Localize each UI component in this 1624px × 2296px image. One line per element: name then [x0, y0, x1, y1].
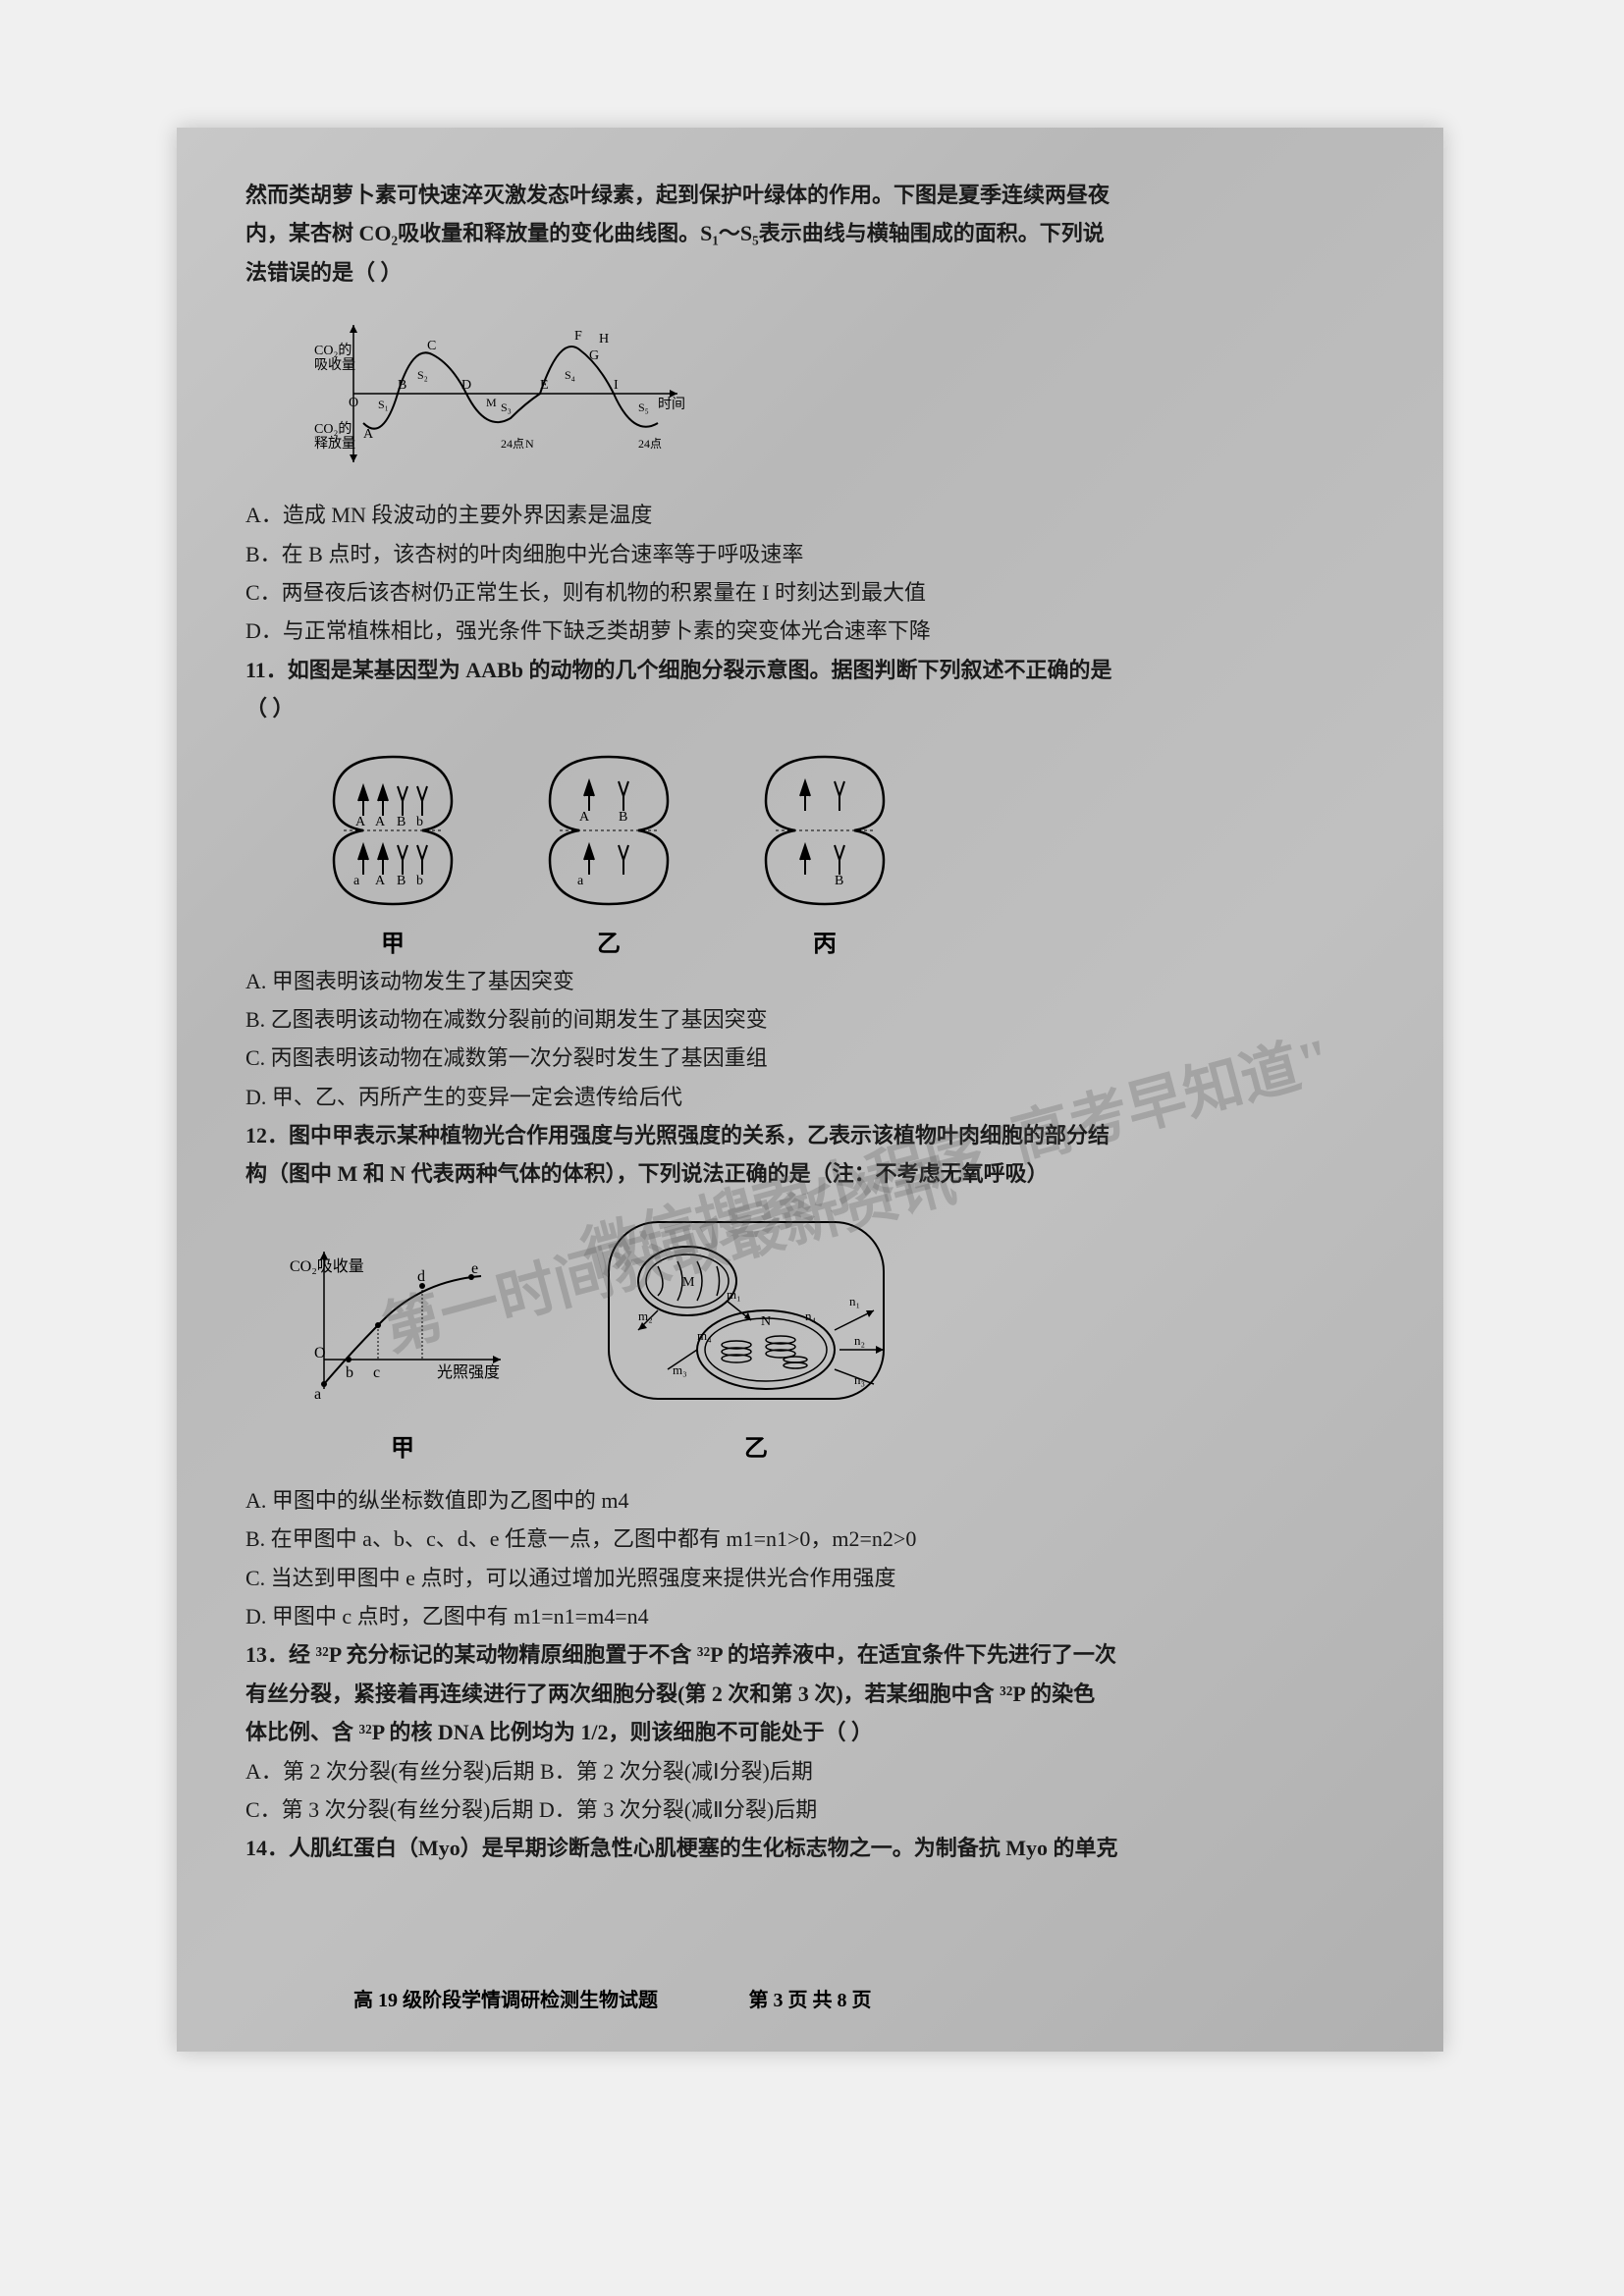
svg-text:M: M — [486, 396, 497, 409]
svg-text:S₅: S₅ — [638, 400, 649, 414]
label-jia: 甲 — [304, 924, 481, 958]
svg-text:A: A — [355, 815, 366, 829]
svg-text:时间: 时间 — [658, 397, 685, 412]
svg-text:m₃: m₃ — [673, 1362, 687, 1377]
svg-text:24点: 24点 — [638, 437, 662, 451]
chart-yi-label: 乙 — [599, 1428, 913, 1463]
svg-text:光照强度: 光照强度 — [437, 1363, 500, 1381]
q12-opt-b: B. 在甲图中 a、b、c、d、e 任意一点，乙图中都有 m1=n1>0，m2=… — [245, 1521, 1375, 1557]
svg-text:CO₂的: CO₂的 — [314, 421, 352, 437]
q12-stem-1: 12．图中甲表示某种植物光合作用强度与光照强度的关系，乙表示该植物叶肉细胞的部分… — [245, 1117, 1375, 1153]
svg-text:m₁: m₁ — [727, 1287, 741, 1302]
q10-opt-a: A．造成 MN 段波动的主要外界因素是温度 — [245, 497, 1375, 533]
svg-text:A: A — [375, 874, 386, 888]
cell-yi: A B a 乙 — [520, 747, 697, 943]
svg-text:I: I — [614, 378, 619, 393]
svg-text:d: d — [417, 1268, 425, 1285]
q14-stem: 14．人肌红蛋白（Myo）是早期诊断急性心肌梗塞的生化标志物之一。为制备抗 My… — [245, 1830, 1375, 1866]
q11-stem: 11．如图是某基因型为 AABb 的动物的几个细胞分裂示意图。据图判断下列叙述不… — [245, 652, 1375, 688]
svg-text:S₃: S₃ — [501, 400, 512, 414]
svg-text:c: c — [373, 1364, 380, 1381]
svg-text:A: A — [363, 427, 374, 442]
q10-intro-1: 然而类胡萝卜素可快速淬灭激发态叶绿素，起到保护叶绿体的作用。下图是夏季连续两昼夜 — [245, 177, 1375, 213]
q12-stem-2: 构（图中 M 和 N 代表两种气体的体积），下列说法正确的是（注：不考虑无氧呼吸… — [245, 1155, 1375, 1192]
q10-opt-d: D．与正常植株相比，强光条件下缺乏类胡萝卜素的突变体光合速率下降 — [245, 613, 1375, 649]
svg-text:G: G — [589, 348, 599, 363]
svg-text:B: B — [619, 810, 627, 825]
q12-opt-a: A. 甲图中的纵坐标数值即为乙图中的 m4 — [245, 1482, 1375, 1519]
svg-text:N: N — [761, 1314, 771, 1329]
q11-diagrams: A A B b a A B b 甲 A — [304, 747, 1375, 943]
exam-page: 然而类胡萝卜素可快速淬灭激发态叶绿素，起到保护叶绿体的作用。下图是夏季连续两昼夜… — [177, 128, 1443, 2052]
svg-text:m₄: m₄ — [697, 1328, 712, 1343]
svg-text:M: M — [682, 1275, 695, 1290]
svg-text:B: B — [397, 815, 406, 829]
q11-paren: （ ） — [245, 690, 1375, 726]
q13-stem-2: 有丝分裂，紧接着再连续进行了两次细胞分裂(第 2 次和第 3 次)，若某细胞中含… — [245, 1676, 1375, 1712]
cell-bing: B 丙 — [736, 747, 913, 943]
svg-text:m₂: m₂ — [638, 1308, 653, 1323]
q11-opt-d: D. 甲、乙、丙所产生的变异一定会遗传给后代 — [245, 1079, 1375, 1115]
svg-text:B: B — [398, 378, 406, 393]
svg-text:吸收量: 吸收量 — [314, 357, 355, 373]
svg-text:n₁: n₁ — [849, 1294, 860, 1308]
svg-text:B: B — [835, 874, 843, 888]
svg-text:O: O — [349, 396, 358, 410]
footer-center: 第 3 页 共 8 页 — [177, 1984, 1443, 2012]
svg-text:a: a — [353, 874, 360, 888]
chart-yi: M N m₁ m₂ m₃ m₄ — [599, 1212, 913, 1463]
svg-text:e: e — [471, 1260, 478, 1277]
q13-opt-cd: C．第 3 次分裂(有丝分裂)后期 D．第 3 次分裂(减Ⅱ分裂)后期 — [245, 1791, 1375, 1828]
svg-text:n₃: n₃ — [854, 1372, 865, 1387]
svg-text:释放量: 释放量 — [314, 436, 355, 452]
svg-text:S₂: S₂ — [417, 368, 428, 382]
svg-text:F: F — [574, 329, 582, 344]
q10-chart: CO₂的 吸收量 CO₂的 释放量 A B C D E F G H I S₁ S… — [304, 305, 697, 482]
q12-charts: a b c d e O CO₂吸收量 光照强度 甲 M — [285, 1212, 1375, 1463]
svg-text:a: a — [577, 874, 584, 888]
svg-text:b: b — [346, 1364, 353, 1381]
svg-text:N: N — [525, 437, 534, 451]
q10-opt-c: C．两昼夜后该杏树仍正常生长，则有机物的积累量在 I 时刻达到最大值 — [245, 574, 1375, 611]
label-bing: 丙 — [736, 924, 913, 958]
svg-text:O: O — [314, 1345, 326, 1362]
svg-text:CO₂吸收量: CO₂吸收量 — [290, 1257, 364, 1275]
svg-text:H: H — [599, 332, 609, 347]
svg-text:a: a — [314, 1386, 321, 1403]
q13-stem-1: 13．经 ³²P 充分标记的某动物精原细胞置于不含 ³²P 的培养液中，在适宜条… — [245, 1636, 1375, 1673]
svg-text:B: B — [397, 874, 406, 888]
chart-jia: a b c d e O CO₂吸收量 光照强度 甲 — [285, 1232, 520, 1463]
chart-jia-label: 甲 — [285, 1428, 520, 1463]
svg-text:CO₂的: CO₂的 — [314, 343, 352, 358]
svg-text:b: b — [416, 874, 423, 888]
q11-opt-c: C. 丙图表明该动物在减数第一次分裂时发生了基因重组 — [245, 1040, 1375, 1076]
q10-intro-2: 内，某杏树 CO₂吸收量和释放量的变化曲线图。S₁～S₅表示曲线与横轴围成的面积… — [245, 215, 1375, 251]
q12-opt-d: D. 甲图中 c 点时，乙图中有 m1=n1=m4=n4 — [245, 1598, 1375, 1634]
svg-text:S₄: S₄ — [565, 368, 575, 382]
q11-opt-a: A. 甲图表明该动物发生了基因突变 — [245, 963, 1375, 999]
q13-stem-3: 体比例、含 ³²P 的核 DNA 比例均为 1/2，则该细胞不可能处于（ ） — [245, 1714, 1375, 1750]
label-yi: 乙 — [520, 924, 697, 958]
svg-text:D: D — [461, 378, 471, 393]
svg-text:24点: 24点 — [501, 437, 524, 451]
svg-text:S₁: S₁ — [378, 398, 389, 411]
svg-text:n₄: n₄ — [805, 1308, 817, 1323]
svg-text:n₂: n₂ — [854, 1333, 865, 1348]
svg-text:b: b — [416, 815, 423, 829]
cell-jia: A A B b a A B b 甲 — [304, 747, 481, 943]
svg-text:E: E — [540, 378, 549, 393]
q11-opt-b: B. 乙图表明该动物在减数分裂前的间期发生了基因突变 — [245, 1001, 1375, 1038]
q13-opt-ab: A．第 2 次分裂(有丝分裂)后期 B．第 2 次分裂(减Ⅰ分裂)后期 — [245, 1753, 1375, 1789]
svg-text:A: A — [375, 815, 386, 829]
q10-intro-3: 法错误的是（ ） — [245, 254, 1375, 291]
svg-text:C: C — [427, 339, 436, 353]
svg-text:A: A — [579, 810, 590, 825]
q10-opt-b: B．在 B 点时，该杏树的叶肉细胞中光合速率等于呼吸速率 — [245, 536, 1375, 572]
q12-opt-c: C. 当达到甲图中 e 点时，可以通过增加光照强度来提供光合作用强度 — [245, 1560, 1375, 1596]
